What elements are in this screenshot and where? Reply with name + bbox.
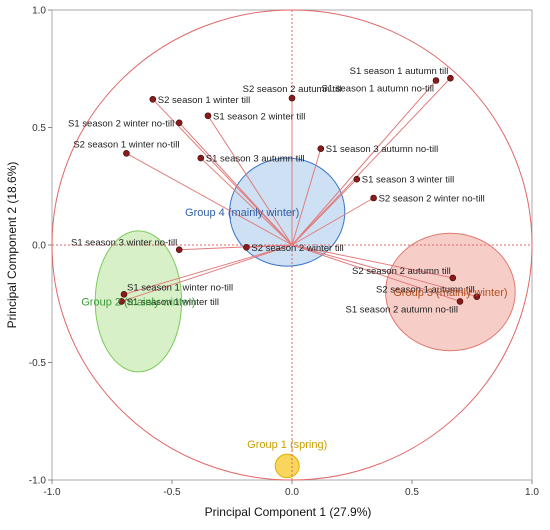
point-label: S1 season 2 winter till xyxy=(213,111,305,122)
y-tick-label: -1.0 xyxy=(29,476,47,487)
loading-point xyxy=(197,154,205,162)
loading-vector xyxy=(291,197,374,246)
group-labels: Group 1 (spring) Group 2 (mainly winter) G… xyxy=(81,207,507,451)
loading-vector xyxy=(126,152,293,246)
loading-vector xyxy=(200,157,293,246)
loading-vector xyxy=(291,77,451,246)
loading-point xyxy=(288,94,296,102)
loading-point xyxy=(449,274,457,282)
loading-vector xyxy=(291,178,358,246)
loading-point xyxy=(473,293,481,301)
x-axis-title: Principal Component 1 (27.9%) xyxy=(205,505,372,519)
loading-vector xyxy=(291,244,453,279)
loading-vector xyxy=(291,148,322,246)
loading-vector xyxy=(246,244,293,248)
y-tick-label: 1.0 xyxy=(32,6,46,17)
loading-point xyxy=(432,77,440,84)
group-ellipse xyxy=(94,230,183,373)
group-ellipse xyxy=(229,157,346,267)
loading-vector xyxy=(291,244,461,302)
loading-vector xyxy=(121,244,293,302)
loading-point xyxy=(317,145,325,152)
point-label: S1 season 3 winter till xyxy=(362,175,454,186)
point-label: S1 season 2 winter no-till xyxy=(68,118,174,129)
loading-points xyxy=(118,74,481,305)
loading-vector xyxy=(207,115,293,246)
x-tick-label: -0.5 xyxy=(163,487,181,498)
y-tick-label: 0.5 xyxy=(32,123,46,134)
point-label: S2 season 1 winter no-till xyxy=(73,139,179,150)
x-tick-label: 1.0 xyxy=(525,487,539,498)
point-label: S1 season 1 winter till xyxy=(127,297,219,308)
point-label: S2 season 1 autumn till xyxy=(376,285,475,296)
point-label: S1 season 1 winter no-till xyxy=(127,282,233,293)
point-label: S2 season 2 autumn till xyxy=(352,266,451,277)
loading-point xyxy=(120,291,128,298)
point-label: S1 season 3 autumn no-till xyxy=(326,144,438,155)
point-label: S2 season 2 autumn till xyxy=(243,84,342,95)
group-label: Group 1 (spring) xyxy=(247,439,327,451)
y-axis-title: Principal Component 2 (18.6%) xyxy=(5,162,19,329)
loading-point xyxy=(456,298,464,305)
group-label: Group 3 (mainly winter) xyxy=(393,287,507,299)
loading-vector xyxy=(291,80,437,246)
group-label: Group 2 (mainly winter) xyxy=(81,296,195,308)
point-label: S1 season 1 autumn no-till xyxy=(322,84,434,95)
loading-point xyxy=(353,175,361,183)
y-tick-label: -0.5 xyxy=(29,358,47,369)
point-label: S1 season 2 autumn no-till xyxy=(346,304,458,315)
group-label: Group 4 (mainly winter) xyxy=(185,207,299,219)
loading-vector xyxy=(178,122,293,246)
point-label: S1 season 1 autumn till xyxy=(350,66,449,77)
loading-vector xyxy=(123,244,293,295)
point-label: S1 season 3 winter no-till xyxy=(71,238,177,249)
group-ellipses xyxy=(94,157,516,479)
group-ellipse xyxy=(274,453,300,479)
point-label: S2 season 2 winter no-till xyxy=(379,194,485,205)
axis-ticks: -1.0 -0.5 0.0 0.5 1.0 1.0 0.5 0.0 -0.5 -1.0 xyxy=(29,6,540,499)
loading-point xyxy=(243,244,250,251)
x-tick-label: -1.0 xyxy=(43,487,61,498)
x-tick-label: 0.0 xyxy=(285,487,299,498)
loading-point xyxy=(447,74,454,82)
group-ellipse xyxy=(385,232,516,352)
x-tick-label: 0.5 xyxy=(405,487,419,498)
point-label: S1 season 3 autumn till xyxy=(206,154,305,165)
loading-point xyxy=(149,96,157,103)
point-label: S2 season 2 winter till xyxy=(251,243,343,254)
loading-vector xyxy=(291,244,477,298)
loading-point xyxy=(123,150,130,157)
loading-point xyxy=(175,246,183,253)
loading-point xyxy=(175,119,183,127)
loading-point xyxy=(370,194,377,202)
point-label: S2 season 1 winter till xyxy=(158,95,250,106)
loading-point xyxy=(118,298,125,305)
loading-point xyxy=(204,112,212,120)
y-tick-label: 0.0 xyxy=(32,241,46,252)
